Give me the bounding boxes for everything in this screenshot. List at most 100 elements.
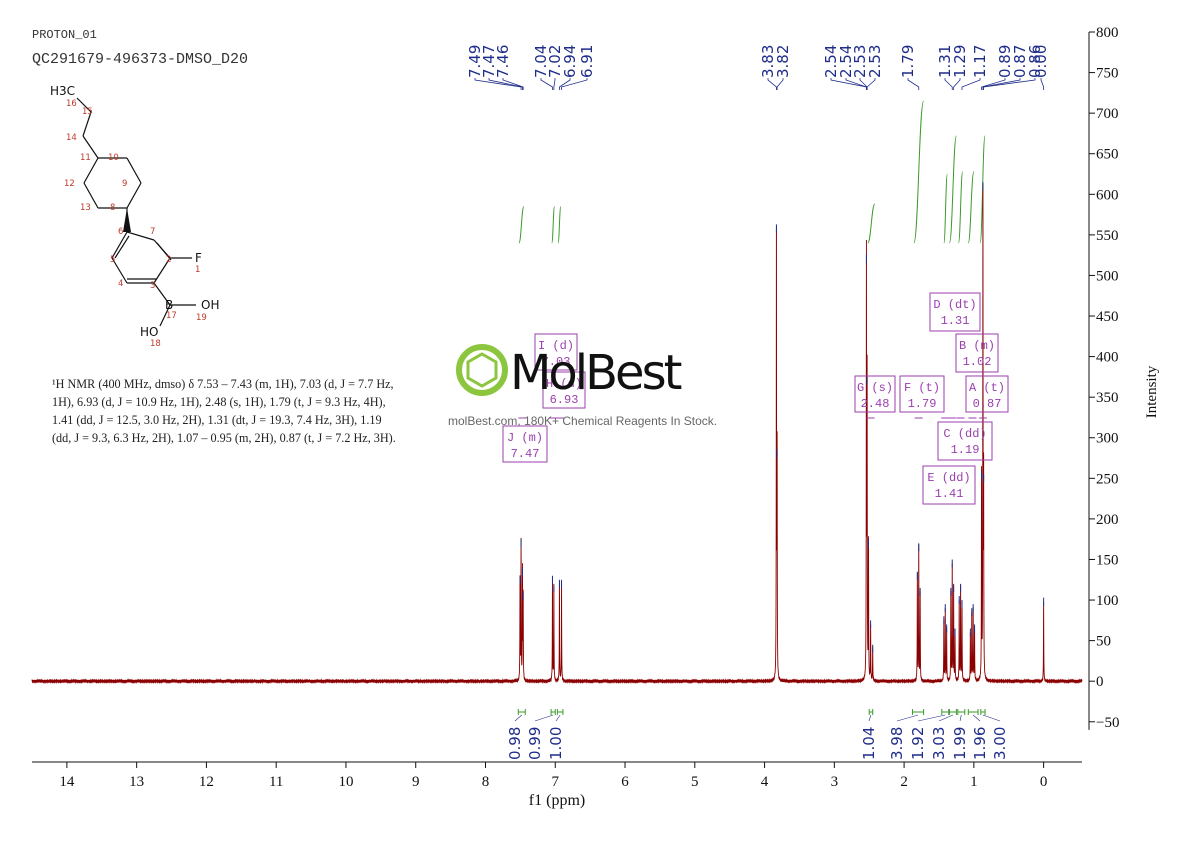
integral-curve — [557, 205, 562, 244]
multiplet-frame — [929, 292, 981, 332]
multiplet-box-e: E (dd) 1.41 — [922, 417, 976, 505]
nmr-line-1: ¹H NMR (400 MHz, dmso) δ 7.53 – 7.43 (m,… — [52, 377, 394, 391]
peak-label-leader — [983, 78, 1036, 90]
integral-curve — [948, 135, 957, 244]
peak-shift-label: 0.86 — [1026, 45, 1044, 78]
atom-number: 7 — [150, 227, 155, 237]
x-tick-label: 0 — [1040, 774, 1048, 790]
integral-value: 3.00 — [991, 727, 1009, 760]
x-tick-label: 8 — [482, 774, 490, 790]
wedge-bond — [123, 208, 131, 232]
x-tick-label: 11 — [269, 774, 283, 790]
x-tick-label: 4 — [761, 774, 769, 790]
integral-leader — [938, 714, 954, 722]
peak-label-leader — [559, 78, 571, 90]
multiplet-type: E (dd) — [927, 471, 970, 485]
multiplet-type: I (d) — [538, 339, 574, 353]
peak-label-leader — [953, 78, 961, 90]
atom-label: HO — [140, 325, 158, 339]
y-tick-label: 200 — [1096, 512, 1119, 528]
multiplet-type: G (s) — [857, 381, 893, 395]
integral-curve — [967, 171, 975, 244]
atom-number: 17 — [166, 311, 177, 321]
peak-label-leader — [981, 78, 1006, 90]
peak-shift-label: 7.47 — [480, 45, 498, 78]
x-tick-label: 7 — [552, 774, 560, 790]
atom-number: 4 — [118, 279, 123, 289]
multiplet-type: C (dd) — [943, 427, 986, 441]
atom-number: 2 — [166, 255, 171, 265]
peak-label-leader — [944, 78, 953, 90]
nmr-line-3: 1.41 (dd, J = 12.5, 3.0 Hz, 2H), 1.31 (d… — [52, 413, 382, 427]
peak-shift-label: 3.83 — [759, 45, 777, 78]
structure-bond — [153, 282, 171, 306]
atom-number: 18 — [150, 339, 161, 349]
structure-bond — [126, 231, 155, 241]
watermark-brand: MolBest — [510, 345, 682, 401]
x-tick-label: 2 — [900, 774, 908, 790]
multiplet-box-f: F (t) 1.79 — [899, 375, 945, 419]
multiplet-box-i: I (d) 7.03 — [534, 333, 578, 419]
x-tick-label: 13 — [129, 774, 144, 790]
peak-label-leader — [540, 78, 553, 90]
integral-curve — [551, 205, 556, 244]
multiplet-box-j: J (m) 7.47 — [502, 417, 548, 463]
y-tick-label: 250 — [1096, 471, 1119, 487]
peak-label-leader — [961, 78, 981, 90]
multiplet-frame — [542, 371, 586, 409]
peak-label-leader — [488, 78, 523, 90]
integral-leader — [896, 714, 919, 722]
atom-number: 11 — [80, 153, 91, 163]
multiplet-shift: 7.47 — [511, 447, 540, 461]
multiplet-frame — [899, 375, 945, 413]
integral-value: 3.03 — [930, 727, 948, 760]
integral-value: 0.98 — [506, 727, 524, 760]
multiplet-shift: 1.41 — [935, 487, 964, 501]
peak-shift-label: 7.46 — [494, 45, 512, 78]
integral-value: 1.99 — [951, 727, 969, 760]
y-tick-label: 550 — [1096, 228, 1119, 244]
peak-label-leader — [1040, 78, 1045, 90]
atom-number: 1 — [195, 265, 200, 275]
peak-label-leader — [553, 78, 556, 90]
peak-labels: 7.497.477.46 7.047.026.94 6.91 3.833.82 2.54… — [466, 45, 1050, 90]
integral-leader — [982, 714, 1001, 722]
y-tick-label: −50 — [1096, 715, 1119, 731]
integral-value: 1.96 — [971, 727, 989, 760]
multiplet-type: B (m) — [959, 339, 995, 353]
x-tick-label: 1 — [970, 774, 978, 790]
y-tick-label: 400 — [1096, 350, 1119, 366]
multiplet-frame — [922, 465, 976, 505]
y-tick-label: 350 — [1096, 390, 1119, 406]
peak-shift-label: 0.87 — [1011, 45, 1029, 78]
atom-label: H3C — [50, 84, 75, 98]
spectrum-line — [31, 183, 1083, 685]
atom-number: 12 — [64, 179, 75, 189]
integral-curve — [958, 171, 964, 244]
peak-shift-label: 7.02 — [546, 45, 564, 78]
peak-shift-label: 6.94 — [561, 45, 579, 78]
atom-number: 9 — [122, 179, 127, 189]
peak-shift-label: 2.54 — [837, 45, 855, 78]
integral-leader — [917, 714, 946, 722]
multiplet-box-b: B (m) 1.02 — [955, 333, 999, 419]
atom-number: 13 — [80, 203, 91, 213]
atom-number: 14 — [66, 133, 77, 143]
structure-bond — [83, 157, 99, 184]
integral-value: 3.98 — [888, 727, 906, 760]
multiplet-frame — [502, 425, 548, 463]
peak-shift-label: 6.91 — [578, 45, 596, 78]
integral-value: 1.92 — [909, 727, 927, 760]
multiplet-shift: 1.19 — [951, 443, 980, 457]
multiplet-type: H (d) — [546, 377, 582, 391]
nmr-line-2: 1H), 6.93 (d, J = 10.9 Hz, 1H), 2.48 (s,… — [52, 395, 386, 409]
integral-leader — [514, 714, 522, 722]
structure-bond — [76, 97, 92, 113]
multiplet-type: D (dt) — [933, 298, 976, 312]
peak-shift-label: 7.04 — [532, 45, 550, 78]
structure-bond — [111, 231, 128, 259]
y-tick-label: 700 — [1096, 106, 1119, 122]
peak-shift-label: 1.29 — [951, 45, 969, 78]
atom-label: F — [195, 251, 202, 265]
